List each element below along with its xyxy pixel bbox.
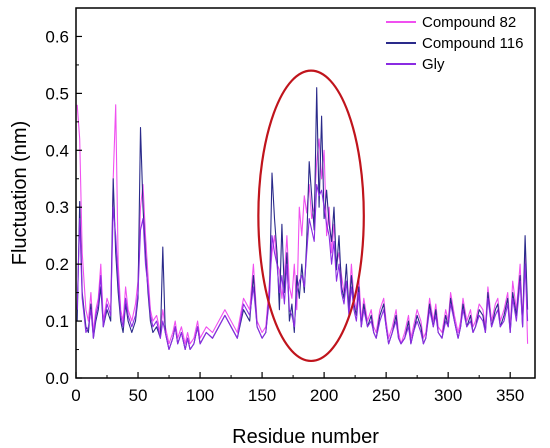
series-line xyxy=(76,87,529,351)
y-axis: 0.0 0.1 0.2 0.3 0.4 0.5 0.6 xyxy=(45,27,82,388)
x-tick-label: 100 xyxy=(186,386,214,405)
x-tick-label: 200 xyxy=(310,386,338,405)
x-axis: 0 50 100 150 200 250 300 350 xyxy=(71,372,524,405)
y-tick-label: 0.6 xyxy=(45,27,69,46)
x-tick-label: 300 xyxy=(434,386,462,405)
series-layer xyxy=(76,69,529,363)
y-tick-label: 0.0 xyxy=(45,369,69,388)
y-tick-label: 0.4 xyxy=(45,141,69,160)
y-axis-title: Fluctuation (nm) xyxy=(9,121,31,266)
legend-label: Compound 116 xyxy=(422,35,523,52)
x-tick-label: 350 xyxy=(496,386,524,405)
series-line xyxy=(76,104,529,345)
y-tick-label: 0.1 xyxy=(45,312,69,331)
highlight-ellipse xyxy=(257,69,365,363)
y-tick-label: 0.3 xyxy=(45,198,69,217)
legend: Compound 82 Compound 116 Gly xyxy=(386,14,523,73)
plot-frame xyxy=(75,7,536,379)
series-line xyxy=(76,183,529,351)
legend-label: Compound 82 xyxy=(422,14,516,31)
legend-label: Gly xyxy=(422,56,445,73)
x-tick-label: 50 xyxy=(129,386,148,405)
x-tick-label: 0 xyxy=(71,386,80,405)
x-tick-label: 150 xyxy=(248,386,276,405)
y-tick-label: 0.5 xyxy=(45,84,69,103)
y-tick-label: 0.2 xyxy=(45,255,69,274)
x-tick-label: 250 xyxy=(372,386,400,405)
x-axis-title: Residue number xyxy=(232,426,379,448)
